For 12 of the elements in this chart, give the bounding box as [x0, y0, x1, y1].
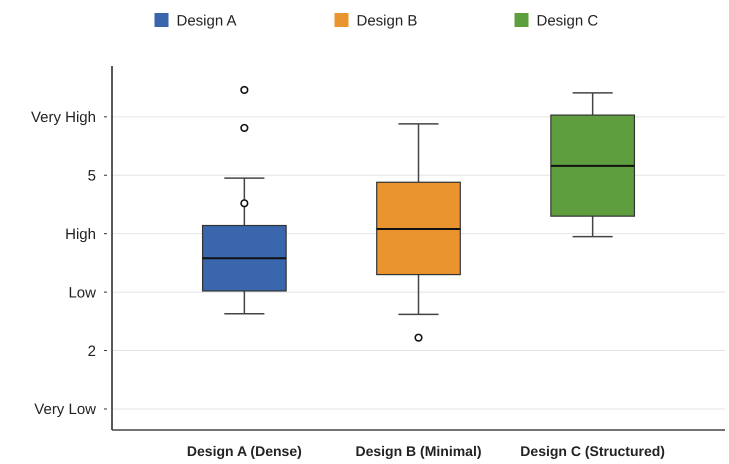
y-tick-label: Very Low — [34, 401, 96, 418]
y-tick-label: High — [65, 226, 96, 243]
y-tick-label: Low — [68, 284, 96, 302]
x-tick-label: Design B (Minimal) — [355, 443, 482, 459]
legend-label: Design C — [536, 12, 598, 30]
y-tick-label: 5 — [88, 168, 96, 185]
x-tick-label: Design A (Dense) — [186, 443, 302, 459]
legend-label: Design A — [176, 12, 237, 30]
legend-label: Design B — [356, 12, 418, 30]
y-tick-label: 2 — [88, 342, 96, 360]
y-tick-label: Very High — [30, 109, 96, 126]
x-tick-label: Design C (Structured) — [520, 443, 665, 459]
